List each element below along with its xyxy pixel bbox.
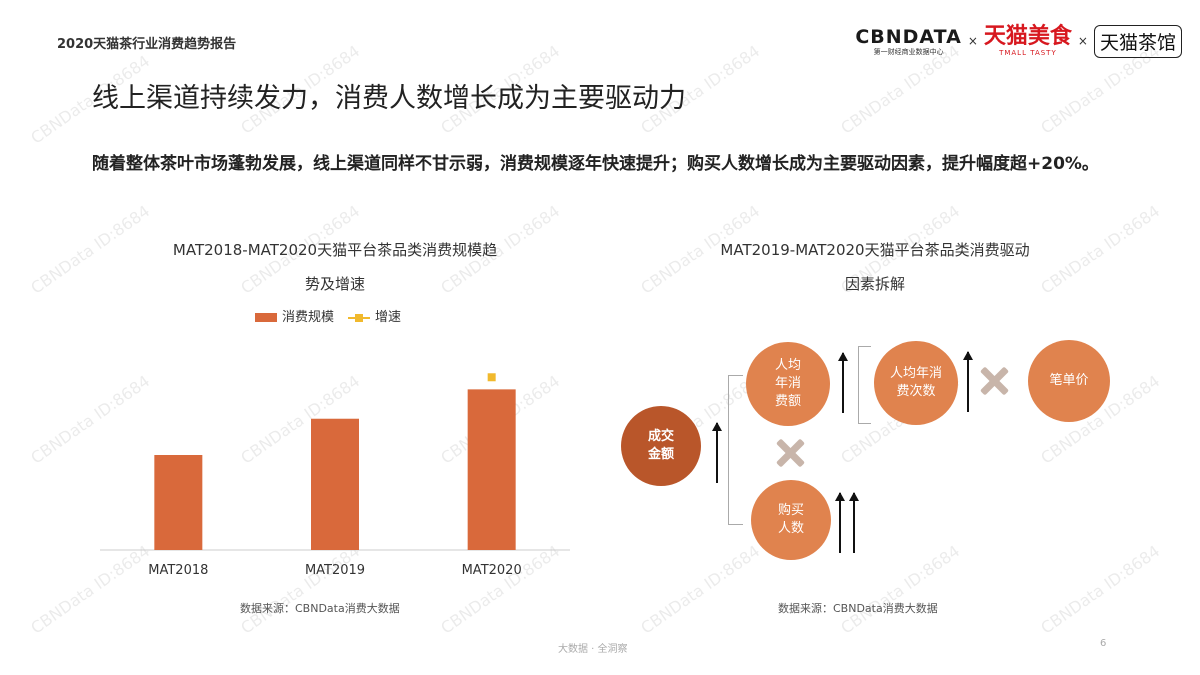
- legend-label-bar: 消费规模: [282, 310, 335, 325]
- left-chart-source: 数据来源：CBNData消费大数据: [240, 602, 400, 615]
- legend-item-line: 增速: [348, 306, 401, 325]
- watermark: CBNData ID:8684: [1037, 541, 1164, 638]
- legend-label-line: 增速: [375, 310, 402, 325]
- report-tag: 2020天猫茶行业消费趋势报告: [57, 37, 237, 52]
- legend-item-bar: 消费规模: [255, 306, 334, 325]
- x-tick-label: MAT2018: [148, 563, 208, 578]
- tmall-tasty-logo-text: 天猫美食: [983, 24, 1072, 49]
- node-avg-spend: 人均 年消 费额: [746, 342, 830, 426]
- bar-MAT2019: [311, 418, 359, 550]
- legend-swatch-line: [348, 313, 371, 322]
- cbndata-logo-subtext: 第一财经商业数据中心: [873, 47, 944, 56]
- bar-chart: MAT2018 MAT2019 MAT2020: [100, 373, 570, 578]
- page-number: 6: [1100, 638, 1107, 649]
- footer-slogan: 大数据 · 全洞察: [558, 644, 628, 655]
- up-arrow-icon: [838, 352, 848, 413]
- multiply-icon: [979, 366, 1009, 396]
- logo-separator: ×: [1077, 34, 1088, 48]
- cbndata-logo-text: CBNDATA: [855, 25, 962, 48]
- x-tick-label: MAT2019: [305, 563, 365, 578]
- tmall-teahouse-logo: 天猫茶馆: [1093, 24, 1182, 58]
- summary-text: 随着整体茶叶市场蓬勃发展，线上渠道同样不甘示弱，消费规模逐年快速提升；购买人数增…: [92, 154, 1099, 174]
- bracket-divider: [728, 375, 743, 525]
- left-chart-title-line1: MAT2018-MAT2020天猫平台茶品类消费规模趋: [172, 241, 498, 259]
- up-arrow-icon: [963, 351, 973, 412]
- bracket-divider: [858, 346, 871, 424]
- left-chart-title: MAT2018-MAT2020天猫平台茶品类消费规模趋 势及增速: [100, 233, 570, 301]
- x-tick-label: MAT2020: [462, 563, 522, 578]
- left-chart-title-line2: 势及增速: [304, 275, 365, 293]
- node-buyers: 购买 人数: [751, 480, 831, 560]
- watermark: CBNData ID:8684: [637, 541, 764, 638]
- logo-separator: ×: [967, 34, 978, 48]
- legend-swatch-bar: [255, 313, 277, 322]
- right-chart-title-line2: 因素拆解: [844, 275, 905, 293]
- node-unit-price: 笔单价: [1028, 340, 1110, 422]
- double-up-arrow-icon: [849, 492, 859, 553]
- partner-logos: CBNDATA 第一财经商业数据中心 × 天猫美食 TMALL TASTY × …: [855, 18, 1182, 64]
- bar-MAT2020: [467, 389, 516, 550]
- growth-point-MAT2020: [487, 373, 496, 382]
- node-frequency: 人均年消 费次数: [874, 341, 958, 425]
- up-arrow-icon: [712, 422, 722, 483]
- right-chart-title-line1: MAT2019-MAT2020天猫平台茶品类消费驱动: [720, 241, 1030, 259]
- chart-legend: 消费规模 增速: [255, 306, 401, 325]
- multiply-icon: [775, 438, 805, 468]
- watermark: CBNData ID:8684: [837, 541, 964, 638]
- node-gmv: 成交 金额: [621, 406, 701, 486]
- right-chart-source: 数据来源：CBNData消费大数据: [778, 602, 938, 615]
- right-chart-title: MAT2019-MAT2020天猫平台茶品类消费驱动 因素拆解: [640, 233, 1110, 301]
- bar-MAT2018: [154, 455, 203, 550]
- tmall-tasty-logo: 天猫美食 TMALL TASTY: [983, 24, 1072, 58]
- page-title: 线上渠道持续发力，消费人数增长成为主要驱动力: [92, 83, 686, 114]
- double-up-arrow-icon: [835, 492, 845, 553]
- tmall-tasty-logo-subtext: TMALL TASTY: [999, 49, 1057, 57]
- cbndata-logo: CBNDATA 第一财经商业数据中心: [855, 26, 962, 57]
